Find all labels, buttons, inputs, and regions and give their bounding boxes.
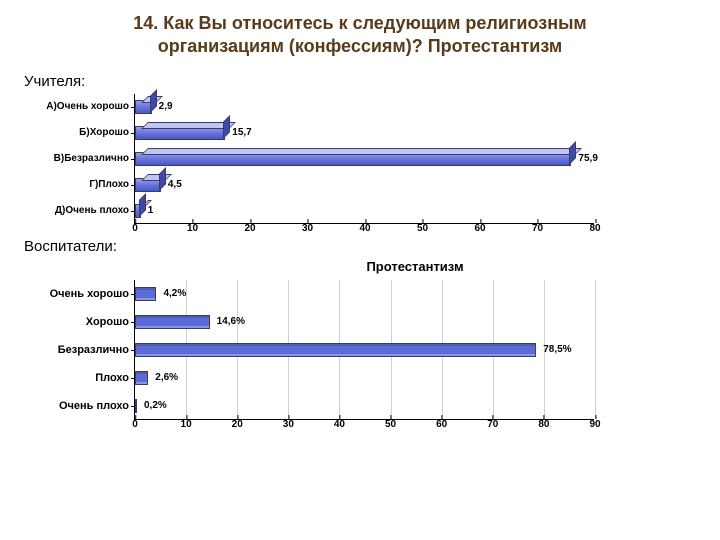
bar-row: Плохо2,6%: [135, 371, 594, 385]
plot-area: А)Очень хорошо2,9 Б)Хорошо15,7 В)Безразлич…: [134, 94, 594, 224]
category-label: Б)Хорошо: [79, 127, 135, 138]
section-label-educators: Воспитатели:: [24, 238, 696, 255]
x-tick: 80: [589, 223, 600, 234]
bar-row: В)Безразлично75,9: [135, 152, 594, 166]
bar-row: Очень плохо0,2%: [135, 399, 594, 413]
bar: 14,6%: [135, 315, 210, 329]
bar: 1: [135, 204, 141, 218]
bar: 2,6%: [135, 371, 148, 385]
category-label: Плохо: [95, 372, 135, 384]
category-label: Очень плохо: [59, 400, 135, 412]
value-label: 2,6%: [147, 372, 178, 383]
chart2-title: Протестантизм: [134, 259, 696, 274]
x-tick: 60: [436, 419, 447, 430]
x-tick: 40: [334, 419, 345, 430]
value-label: 14,6%: [209, 316, 245, 327]
x-tick: 0: [132, 223, 138, 234]
value-label: 75,9: [570, 153, 597, 164]
value-label: 2,9: [151, 101, 173, 112]
bar-row: Г)Плохо4,5: [135, 178, 594, 192]
x-tick: 30: [302, 223, 313, 234]
chart-teachers: А)Очень хорошо2,9 Б)Хорошо15,7 В)Безразлич…: [134, 94, 696, 224]
x-tick: 50: [417, 223, 428, 234]
x-tick: 20: [232, 419, 243, 430]
value-label: 15,7: [224, 127, 251, 138]
bar: 15,7: [135, 126, 225, 140]
x-tick: 10: [181, 419, 192, 430]
bar: 4,5: [135, 178, 161, 192]
bar-row: Очень хорошо4,2%: [135, 287, 594, 301]
bar: 2,9: [135, 100, 152, 114]
x-tick: 20: [244, 223, 255, 234]
x-tick: 70: [532, 223, 543, 234]
value-label: 1: [140, 205, 154, 216]
category-label: Безразлично: [58, 344, 135, 356]
x-tick: 30: [283, 419, 294, 430]
category-label: В)Безразлично: [54, 153, 135, 164]
bar-row: А)Очень хорошо2,9: [135, 100, 594, 114]
section-label-teachers: Учителя:: [24, 73, 696, 90]
category-label: Хорошо: [86, 316, 135, 328]
category-label: А)Очень хорошо: [46, 101, 135, 112]
x-tick: 60: [474, 223, 485, 234]
bar-row: Д)Очень плохо1: [135, 204, 594, 218]
bar-row: Хорошо14,6%: [135, 315, 594, 329]
bar: 78,5%: [135, 343, 536, 357]
plot-area: Очень хорошо4,2% Хорошо14,6% Безразлично78…: [134, 280, 594, 420]
bar: 4,2%: [135, 287, 156, 301]
x-tick: 80: [538, 419, 549, 430]
value-label: 4,2%: [155, 288, 186, 299]
x-tick: 90: [589, 419, 600, 430]
x-tick: 50: [385, 419, 396, 430]
bar: 0,2%: [135, 399, 137, 413]
x-tick: 10: [187, 223, 198, 234]
chart-educators: Протестантизм Очень хорошо4,2% Хорошо14,6…: [134, 259, 696, 420]
x-tick: 70: [487, 419, 498, 430]
category-label: Д)Очень плохо: [55, 205, 135, 216]
bar: 75,9: [135, 152, 571, 166]
bar-row: Б)Хорошо15,7: [135, 126, 594, 140]
x-tick: 40: [359, 223, 370, 234]
value-label: 78,5%: [535, 344, 571, 355]
value-label: 0,2%: [136, 400, 167, 411]
category-label: Очень хорошо: [50, 288, 135, 300]
category-label: Г)Плохо: [89, 179, 135, 190]
page-title: 14. Как Вы относитесь к следующим религи…: [24, 12, 696, 59]
value-label: 4,5: [160, 179, 182, 190]
bar-row: Безразлично78,5%: [135, 343, 594, 357]
x-tick: 0: [132, 419, 138, 430]
